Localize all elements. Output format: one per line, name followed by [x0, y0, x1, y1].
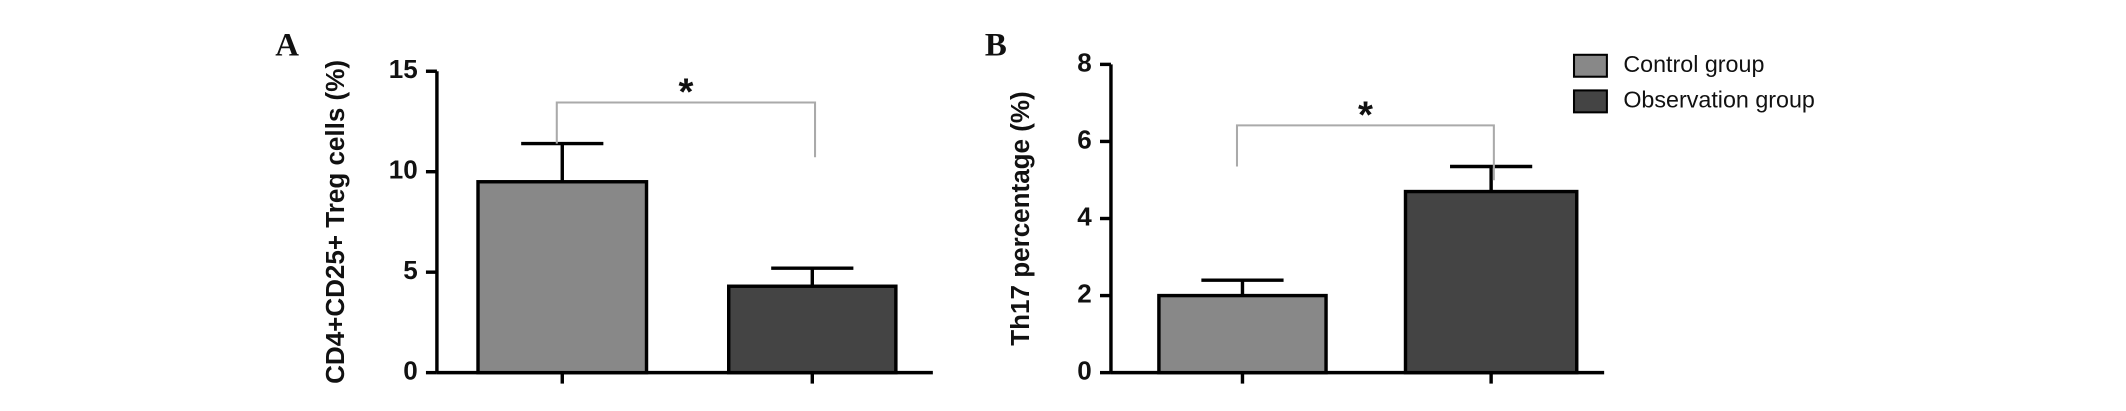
legend-label: Control group	[1623, 51, 1764, 77]
legend-swatch	[1572, 53, 1608, 78]
legend-swatch	[1572, 89, 1608, 114]
y-axis-label: CD4+CD25+ Treg cells (%)	[320, 60, 350, 384]
bar	[1403, 189, 1579, 375]
legend-label: Observation group	[1623, 87, 1815, 113]
bar	[727, 284, 898, 375]
y-tick-label: 8	[1077, 47, 1091, 77]
y-tick-label: 5	[403, 255, 417, 285]
y-tick-label: 6	[1077, 124, 1091, 154]
significance-bracket	[1235, 124, 1495, 181]
panel-label: B	[985, 27, 1007, 63]
bar	[1157, 293, 1328, 375]
significance-mark: *	[678, 70, 693, 113]
y-axis-label: Th17 percentage (%)	[1005, 91, 1035, 345]
significance-mark: *	[1358, 93, 1373, 136]
y-tick-label: 0	[403, 356, 417, 386]
significance-bracket	[555, 101, 817, 158]
y-tick-label: 10	[389, 155, 418, 185]
y-tick-label: 4	[1077, 201, 1092, 231]
bar	[476, 180, 649, 375]
y-tick-label: 2	[1077, 278, 1091, 308]
y-tick-label: 15	[389, 54, 418, 84]
panel-label: A	[275, 27, 299, 63]
y-tick-label: 0	[1077, 356, 1091, 386]
